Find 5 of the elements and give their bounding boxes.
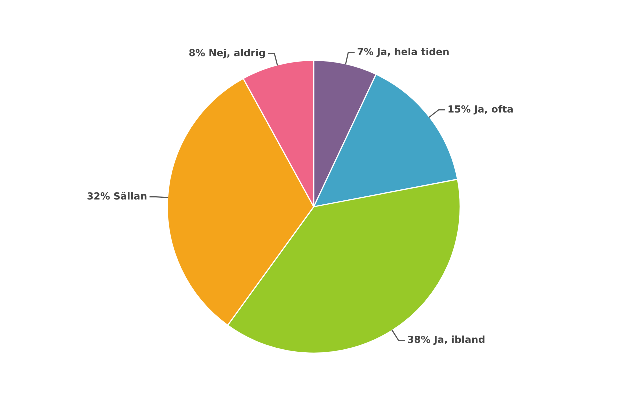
- slice-label: 32% Sällan: [88, 192, 147, 200]
- slice-label: 8% Nej, aldrig: [190, 49, 266, 59]
- slice-label: 7% Ja, hela tiden: [358, 48, 449, 58]
- slice-label: 15% Ja, ofta: [448, 105, 513, 115]
- slice-label: 38% Ja, ibland: [408, 336, 485, 346]
